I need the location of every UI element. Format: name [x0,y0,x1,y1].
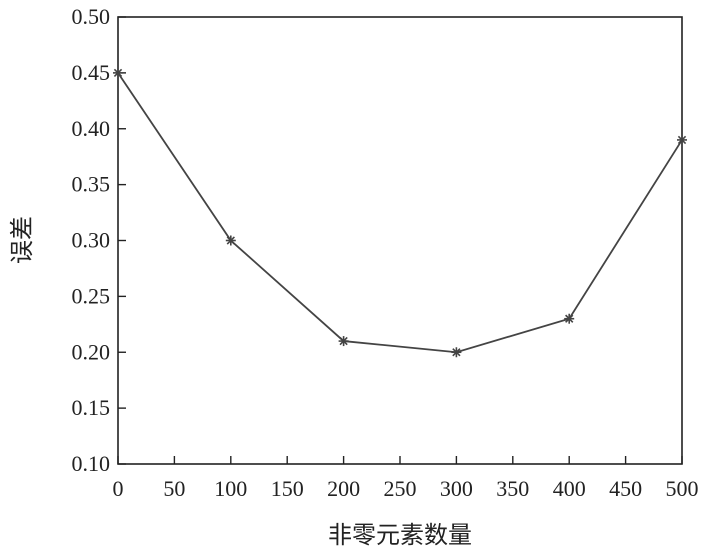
x-tick-label: 450 [609,476,642,501]
data-point-marker [564,313,575,324]
x-tick-label: 250 [384,476,417,501]
x-tick-label: 50 [163,476,185,501]
data-point-marker [225,235,236,246]
x-tick-label: 300 [440,476,473,501]
data-point-marker [338,336,349,347]
y-axis-ticks: 0.10 0.15 0.20 0.25 0.30 0.35 0.40 0.45 0.50 [72,4,126,476]
y-tick-label: 0.35 [72,172,111,197]
x-tick-label: 400 [553,476,586,501]
y-tick-label: 0.30 [72,228,111,253]
y-tick-label: 0.25 [72,283,111,308]
y-tick-label: 0.40 [72,116,111,141]
x-tick-label: 0 [113,476,124,501]
x-axis-title: 非零元素数量 [328,521,472,549]
y-tick-label: 0.50 [72,4,111,29]
series-line [117,72,683,354]
y-tick-label: 0.45 [72,60,111,85]
data-point-marker [677,134,687,145]
y-tick-label: 0.15 [72,395,111,420]
data-point-marker [451,347,462,358]
x-tick-label: 150 [271,476,304,501]
x-tick-label: 200 [327,476,360,501]
x-tick-label: 350 [496,476,529,501]
y-tick-label: 0.10 [72,451,111,476]
data-point-marker [113,67,123,78]
x-tick-label: 100 [214,476,247,501]
series-group [113,67,687,358]
y-axis-title: 误差 [8,216,36,264]
x-tick-label: 500 [666,476,699,501]
x-axis-ticks: 0 50 100 150 200 250 300 350 400 450 500 [113,456,699,501]
y-tick-label: 0.20 [72,339,111,364]
plot-frame [117,16,683,465]
